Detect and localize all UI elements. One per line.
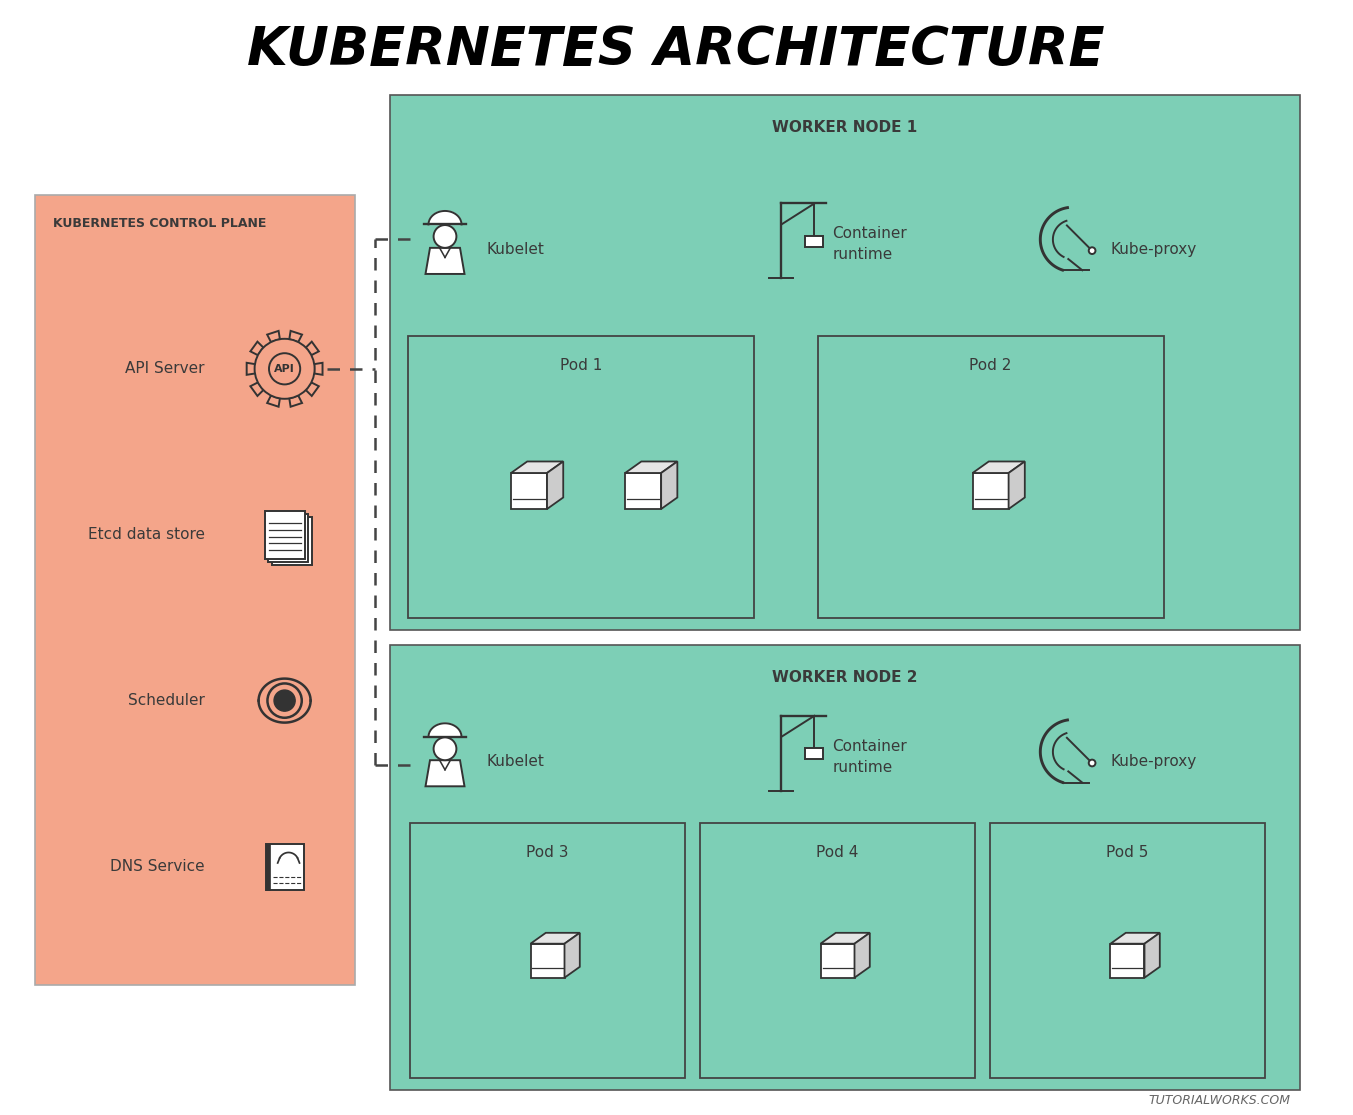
Polygon shape bbox=[564, 933, 580, 978]
Polygon shape bbox=[1145, 933, 1160, 978]
Text: Pod 3: Pod 3 bbox=[526, 845, 568, 860]
Text: Kubelet: Kubelet bbox=[487, 755, 545, 769]
Text: API Server: API Server bbox=[124, 361, 204, 376]
Text: Kube-proxy: Kube-proxy bbox=[1111, 242, 1197, 256]
Text: Pod 1: Pod 1 bbox=[560, 358, 602, 372]
Polygon shape bbox=[625, 462, 678, 473]
FancyBboxPatch shape bbox=[272, 516, 311, 564]
Polygon shape bbox=[1008, 462, 1024, 508]
Text: Pod 4: Pod 4 bbox=[816, 845, 859, 860]
Polygon shape bbox=[547, 462, 563, 508]
Text: Pod 5: Pod 5 bbox=[1107, 845, 1149, 860]
FancyBboxPatch shape bbox=[35, 195, 354, 985]
FancyBboxPatch shape bbox=[265, 844, 303, 890]
FancyBboxPatch shape bbox=[817, 336, 1164, 618]
Polygon shape bbox=[429, 724, 461, 737]
FancyBboxPatch shape bbox=[700, 823, 976, 1078]
Text: API: API bbox=[275, 363, 295, 374]
Polygon shape bbox=[425, 760, 464, 786]
Polygon shape bbox=[855, 933, 870, 978]
Circle shape bbox=[433, 737, 456, 760]
FancyBboxPatch shape bbox=[265, 511, 304, 559]
Text: KUBERNETES CONTROL PLANE: KUBERNETES CONTROL PLANE bbox=[53, 217, 267, 230]
Polygon shape bbox=[250, 341, 264, 356]
Text: WORKER NODE 1: WORKER NODE 1 bbox=[773, 120, 917, 135]
Polygon shape bbox=[973, 462, 1024, 473]
FancyBboxPatch shape bbox=[805, 748, 824, 759]
FancyBboxPatch shape bbox=[990, 823, 1265, 1078]
Polygon shape bbox=[267, 331, 280, 342]
Text: Kubelet: Kubelet bbox=[487, 242, 545, 256]
Text: Scheduler: Scheduler bbox=[127, 694, 204, 708]
Polygon shape bbox=[246, 362, 254, 375]
Polygon shape bbox=[314, 362, 322, 375]
Polygon shape bbox=[250, 382, 264, 396]
FancyBboxPatch shape bbox=[390, 644, 1300, 1090]
Polygon shape bbox=[820, 933, 870, 943]
Text: Container
runtime: Container runtime bbox=[832, 226, 907, 262]
Polygon shape bbox=[530, 943, 564, 978]
Circle shape bbox=[275, 690, 295, 711]
Text: Kube-proxy: Kube-proxy bbox=[1111, 755, 1197, 769]
FancyBboxPatch shape bbox=[409, 336, 754, 618]
FancyBboxPatch shape bbox=[805, 235, 824, 246]
Polygon shape bbox=[662, 462, 678, 508]
Text: Pod 2: Pod 2 bbox=[969, 358, 1012, 372]
Circle shape bbox=[1089, 248, 1096, 254]
Text: WORKER NODE 2: WORKER NODE 2 bbox=[773, 670, 917, 685]
Polygon shape bbox=[1111, 943, 1145, 978]
Text: Etcd data store: Etcd data store bbox=[88, 527, 204, 542]
Text: KUBERNETES ARCHITECTURE: KUBERNETES ARCHITECTURE bbox=[248, 25, 1105, 76]
Polygon shape bbox=[820, 943, 855, 978]
Polygon shape bbox=[973, 473, 1008, 508]
Circle shape bbox=[254, 339, 315, 399]
Text: Container
runtime: Container runtime bbox=[832, 739, 907, 775]
Circle shape bbox=[1089, 759, 1096, 766]
Polygon shape bbox=[267, 396, 280, 407]
FancyBboxPatch shape bbox=[410, 823, 685, 1078]
Polygon shape bbox=[425, 248, 464, 274]
Polygon shape bbox=[306, 382, 319, 396]
Polygon shape bbox=[306, 341, 319, 356]
FancyBboxPatch shape bbox=[390, 95, 1300, 630]
Text: TUTORIALWORKS.COM: TUTORIALWORKS.COM bbox=[1147, 1094, 1289, 1107]
Polygon shape bbox=[625, 473, 662, 508]
Polygon shape bbox=[511, 462, 563, 473]
Polygon shape bbox=[511, 473, 547, 508]
FancyBboxPatch shape bbox=[268, 514, 308, 562]
Polygon shape bbox=[290, 331, 302, 342]
Polygon shape bbox=[530, 933, 580, 943]
FancyBboxPatch shape bbox=[265, 844, 271, 890]
Text: DNS Service: DNS Service bbox=[110, 859, 204, 874]
Polygon shape bbox=[290, 396, 302, 407]
Polygon shape bbox=[429, 211, 461, 224]
Circle shape bbox=[433, 225, 456, 248]
Polygon shape bbox=[1111, 933, 1160, 943]
